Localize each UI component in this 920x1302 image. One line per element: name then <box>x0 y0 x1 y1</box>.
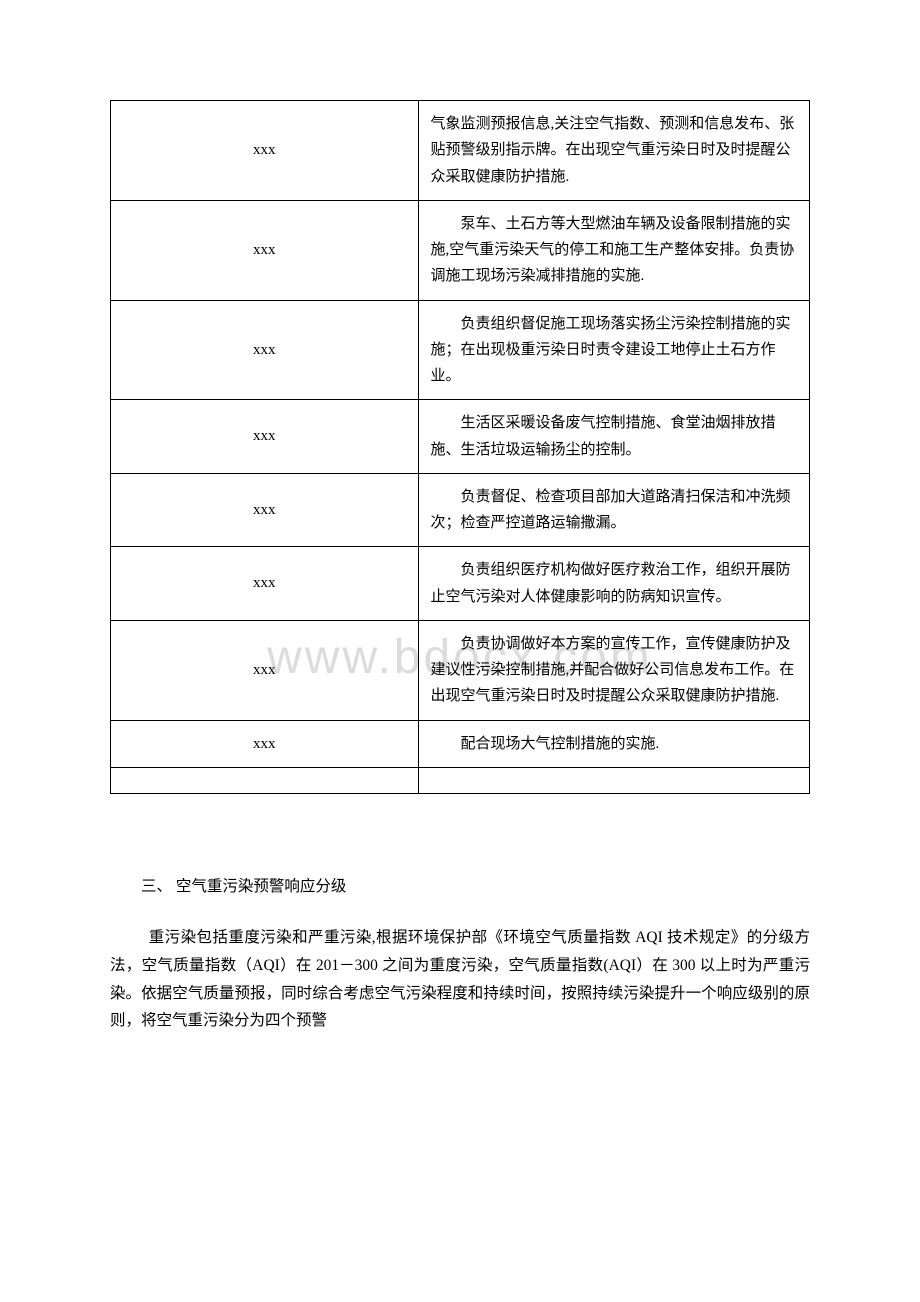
table-cell-name: xxx <box>111 620 419 720</box>
section-paragraph: 重污染包括重度污染和严重污染,根据环境保护部《环境空气质量指数 AQI 技术规定… <box>110 924 810 1036</box>
table-cell-desc: 气象监测预报信息,关注空气指数、预测和信息发布、张贴预警级别指示牌。在出现空气重… <box>418 101 809 201</box>
document-content: xxx 气象监测预报信息,关注空气指数、预测和信息发布、张贴预警级别指示牌。在出… <box>110 100 810 1035</box>
table-cell-desc: 泵车、土石方等大型燃油车辆及设备限制措施的实施,空气重污染天气的停工和施工生产整… <box>418 200 809 300</box>
table-cell-empty <box>418 767 809 793</box>
table-cell-name: xxx <box>111 300 419 400</box>
table-cell-desc: 负责协调做好本方案的宣传工作，宣传健康防护及建议性污染控制措施,并配合做好公司信… <box>418 620 809 720</box>
table-cell-desc: 配合现场大气控制措施的实施. <box>418 720 809 767</box>
table-row: xxx 负责组织医疗机构做好医疗救治工作，组织开展防止空气污染对人体健康影响的防… <box>111 547 810 621</box>
table-row: xxx 负责组织督促施工现场落实扬尘污染控制措施的实施；在出现极重污染日时责令建… <box>111 300 810 400</box>
table-cell-name: xxx <box>111 547 419 621</box>
table-row: xxx 负责协调做好本方案的宣传工作，宣传健康防护及建议性污染控制措施,并配合做… <box>111 620 810 720</box>
table-cell-name: xxx <box>111 101 419 201</box>
table-cell-desc: 生活区采暖设备废气控制措施、食堂油烟排放措施、生活垃圾运输扬尘的控制。 <box>418 400 809 474</box>
section-heading: 三、 空气重污染预警响应分级 <box>110 874 810 896</box>
table-row: xxx 气象监测预报信息,关注空气指数、预测和信息发布、张贴预警级别指示牌。在出… <box>111 101 810 201</box>
table-cell-name: xxx <box>111 473 419 547</box>
table-row: xxx 泵车、土石方等大型燃油车辆及设备限制措施的实施,空气重污染天气的停工和施… <box>111 200 810 300</box>
responsibility-table: xxx 气象监测预报信息,关注空气指数、预测和信息发布、张贴预警级别指示牌。在出… <box>110 100 810 794</box>
table-row: xxx 配合现场大气控制措施的实施. <box>111 720 810 767</box>
table-row: xxx 生活区采暖设备废气控制措施、食堂油烟排放措施、生活垃圾运输扬尘的控制。 <box>111 400 810 474</box>
table-cell-desc: 负责组织医疗机构做好医疗救治工作，组织开展防止空气污染对人体健康影响的防病知识宣… <box>418 547 809 621</box>
table-cell-name: xxx <box>111 720 419 767</box>
table-cell-desc: 负责组织督促施工现场落实扬尘污染控制措施的实施；在出现极重污染日时责令建设工地停… <box>418 300 809 400</box>
table-row-empty <box>111 767 810 793</box>
table-cell-name: xxx <box>111 400 419 474</box>
table-row: xxx 负责督促、检查项目部加大道路清扫保洁和冲洗频次；检查严控道路运输撒漏。 <box>111 473 810 547</box>
table-cell-desc: 负责督促、检查项目部加大道路清扫保洁和冲洗频次；检查严控道路运输撒漏。 <box>418 473 809 547</box>
table-cell-empty <box>111 767 419 793</box>
table-cell-name: xxx <box>111 200 419 300</box>
